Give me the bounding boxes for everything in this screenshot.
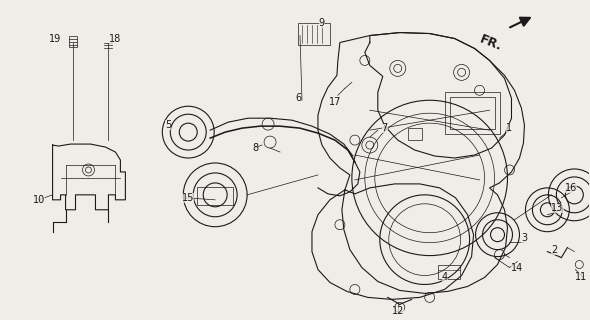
Text: 5: 5: [165, 120, 172, 130]
Bar: [445, 92, 500, 134]
Bar: [298, 23, 330, 44]
Text: 2: 2: [551, 244, 558, 255]
Bar: [408, 128, 422, 140]
Text: 15: 15: [182, 193, 195, 203]
Text: 19: 19: [50, 34, 62, 44]
Bar: [68, 36, 77, 47]
Text: 12: 12: [392, 306, 404, 316]
Text: 4: 4: [441, 273, 448, 283]
Text: 6: 6: [295, 93, 301, 103]
Text: 14: 14: [512, 262, 523, 273]
Bar: [197, 187, 233, 205]
Text: 13: 13: [551, 203, 563, 213]
Bar: [438, 265, 460, 279]
Text: 7: 7: [382, 123, 388, 133]
Text: 3: 3: [522, 233, 527, 243]
Text: 17: 17: [329, 97, 341, 107]
Bar: [450, 97, 494, 129]
Text: 16: 16: [565, 183, 578, 193]
Text: 8: 8: [252, 143, 258, 153]
Text: 9: 9: [319, 18, 325, 28]
Text: FR.: FR.: [478, 33, 504, 53]
Text: 1: 1: [506, 123, 513, 133]
Text: 10: 10: [32, 195, 45, 205]
Text: 18: 18: [109, 34, 122, 44]
Text: 11: 11: [575, 273, 588, 283]
